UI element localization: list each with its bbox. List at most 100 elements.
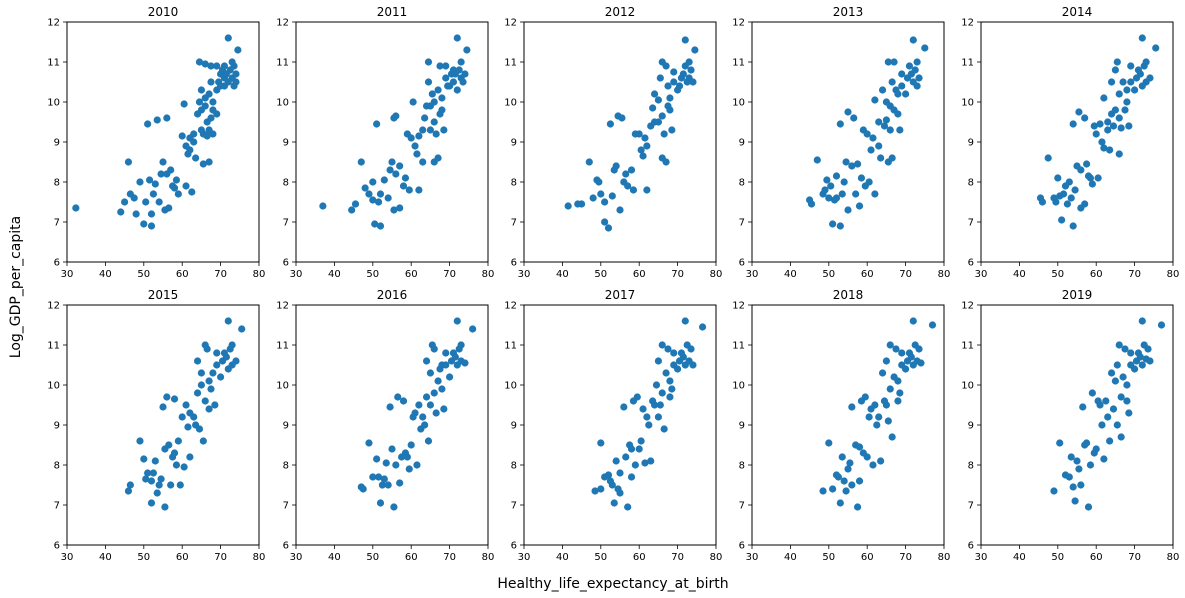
y-tick-label: 12 — [504, 18, 517, 29]
x-tick-label: 80 — [1167, 269, 1180, 280]
scatter-point — [197, 86, 205, 94]
scatter-point — [813, 156, 821, 164]
scatter-point — [1077, 481, 1085, 489]
scatter-point — [656, 74, 664, 82]
scatter-point — [689, 78, 697, 86]
scatter-point — [228, 341, 236, 349]
scatter-point — [463, 46, 471, 54]
y-tick-label: 12 — [47, 18, 60, 29]
x-tick-label: 60 — [176, 552, 189, 563]
scatter-point — [635, 130, 643, 138]
scatter-point — [886, 126, 894, 134]
scatter-point — [180, 463, 188, 471]
x-tick-label: 50 — [366, 552, 379, 563]
scatter-point — [147, 499, 156, 507]
scatter-point — [186, 453, 194, 461]
scatter-point — [666, 377, 674, 385]
scatter-point — [195, 58, 204, 66]
scatter-point — [1111, 377, 1119, 385]
scatter-point — [1111, 106, 1119, 114]
scatter-point — [660, 130, 668, 138]
scatter-point — [643, 413, 651, 421]
scatter-point — [161, 503, 169, 511]
subplot-2019: 2019 30 40 50 60 70 80 6 7 8 9 10 11 12 — [961, 288, 1179, 563]
scatter-point — [238, 325, 246, 333]
scatter-point — [1117, 124, 1125, 132]
y-tick-label: 6 — [968, 258, 974, 269]
scatter-point — [871, 401, 879, 409]
scatter-point — [898, 349, 906, 357]
scatter-point — [620, 403, 628, 411]
scatter-point — [902, 365, 910, 373]
scatter-point — [1123, 397, 1131, 405]
plot-frame — [295, 21, 489, 263]
scatter-point — [426, 126, 434, 134]
scatter-point — [205, 377, 213, 385]
scatter-point — [829, 220, 837, 228]
scatter-point — [392, 461, 400, 469]
scatter-point — [121, 198, 129, 206]
scatter-point — [438, 385, 446, 393]
scatter-point — [909, 317, 917, 325]
scatter-point — [871, 190, 879, 198]
y-tick-label: 8 — [283, 461, 289, 472]
scatter-point — [1069, 483, 1077, 491]
scatter-point — [668, 385, 676, 393]
scatter-point — [392, 112, 400, 120]
x-tick-label: 30 — [746, 552, 759, 563]
scatter-point — [193, 357, 202, 365]
scatter-point — [224, 317, 232, 325]
x-tick-label: 50 — [137, 269, 150, 280]
scatter-point — [654, 413, 663, 421]
scatter-point — [432, 409, 440, 417]
scatter-point — [896, 126, 904, 134]
scatter-point — [422, 357, 431, 365]
scatter-point — [230, 62, 238, 70]
scatter-point — [1090, 122, 1098, 130]
scatter-point — [207, 62, 215, 70]
scatter-point — [455, 66, 463, 74]
scatter-point — [157, 170, 165, 178]
scatter-series — [357, 317, 477, 511]
scatter-point — [913, 82, 921, 90]
scatter-point — [188, 188, 196, 196]
scatter-point — [205, 90, 213, 98]
scatter-point — [875, 118, 883, 126]
x-tick-label: 30 — [746, 269, 759, 280]
scatter-point — [192, 154, 200, 162]
scatter-point — [1136, 353, 1144, 361]
subplot-title: 2018 — [833, 288, 864, 302]
y-tick-label: 11 — [732, 341, 745, 352]
scatter-point — [1054, 174, 1062, 182]
scatter-point — [1079, 403, 1087, 411]
y-tick-label: 11 — [504, 341, 517, 352]
scatter-point — [178, 132, 186, 140]
scatter-point — [846, 459, 854, 467]
scatter-point — [172, 461, 181, 469]
scatter-point — [201, 397, 209, 405]
scatter-point — [823, 176, 831, 184]
scatter-series — [591, 317, 707, 511]
scatter-point — [1098, 138, 1106, 146]
scatter-point — [442, 349, 450, 357]
scatter-series — [1036, 34, 1160, 230]
scatter-point — [666, 94, 674, 102]
x-tick-label: 40 — [556, 552, 569, 563]
scatter-point — [666, 106, 674, 114]
scatter-point — [915, 345, 923, 353]
y-tick-label: 7 — [54, 218, 60, 229]
scatter-point — [622, 453, 630, 461]
scatter-point — [639, 405, 647, 413]
scatter-point — [1157, 321, 1166, 329]
shared-x-axis-label: Healthy_life_expectancy_at_birth — [497, 576, 728, 592]
scatter-point — [836, 499, 844, 507]
scatter-point — [892, 345, 900, 353]
scatter-point — [894, 110, 902, 118]
scatter-point — [666, 393, 674, 401]
scatter-point — [641, 459, 649, 467]
scatter-point — [232, 357, 240, 365]
subplot-2018: 2018 30 40 50 60 70 80 6 7 8 9 10 11 12 — [732, 288, 950, 563]
scatter-point — [424, 58, 433, 66]
scatter-point — [633, 393, 641, 401]
y-tick-label: 12 — [732, 18, 745, 29]
